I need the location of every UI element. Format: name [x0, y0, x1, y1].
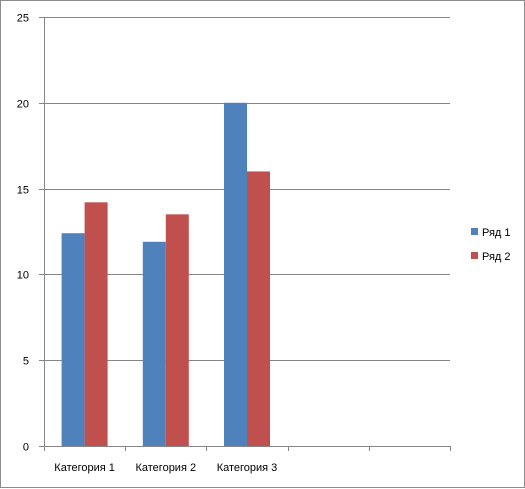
bar-2-category-1: [84, 202, 108, 446]
legend-label: Ряд 1: [482, 227, 511, 239]
bar-2-category-3: [247, 171, 270, 446]
bar-2-category-2: [165, 214, 189, 446]
tick-labels: 0 5 10 15 20 25 Категория 1 Категория 2 Категори…: [17, 13, 278, 475]
legend-swatch: [471, 252, 478, 259]
x-tick-label: Категория 2: [135, 462, 196, 474]
x-tick-label: Категория 3: [217, 462, 278, 474]
y-tick-label: 0: [23, 442, 29, 454]
y-tick-label: 10: [17, 270, 29, 282]
axes: [39, 17, 451, 451]
legend: Ряд 1 Ряд 2: [471, 227, 511, 263]
y-tick-label: 15: [17, 185, 29, 197]
legend-swatch: [471, 228, 478, 235]
y-tick-label: 25: [17, 13, 29, 25]
legend-label: Ряд 2: [482, 251, 511, 263]
x-tick-label: Категория 1: [54, 462, 115, 474]
bar-1-category-2: [142, 241, 166, 446]
y-tick-label: 20: [17, 99, 29, 111]
bar-1-category-3: [224, 102, 247, 447]
bar-1-category-1: [61, 233, 85, 446]
bars: [61, 102, 270, 447]
y-tick-label: 5: [23, 356, 29, 368]
